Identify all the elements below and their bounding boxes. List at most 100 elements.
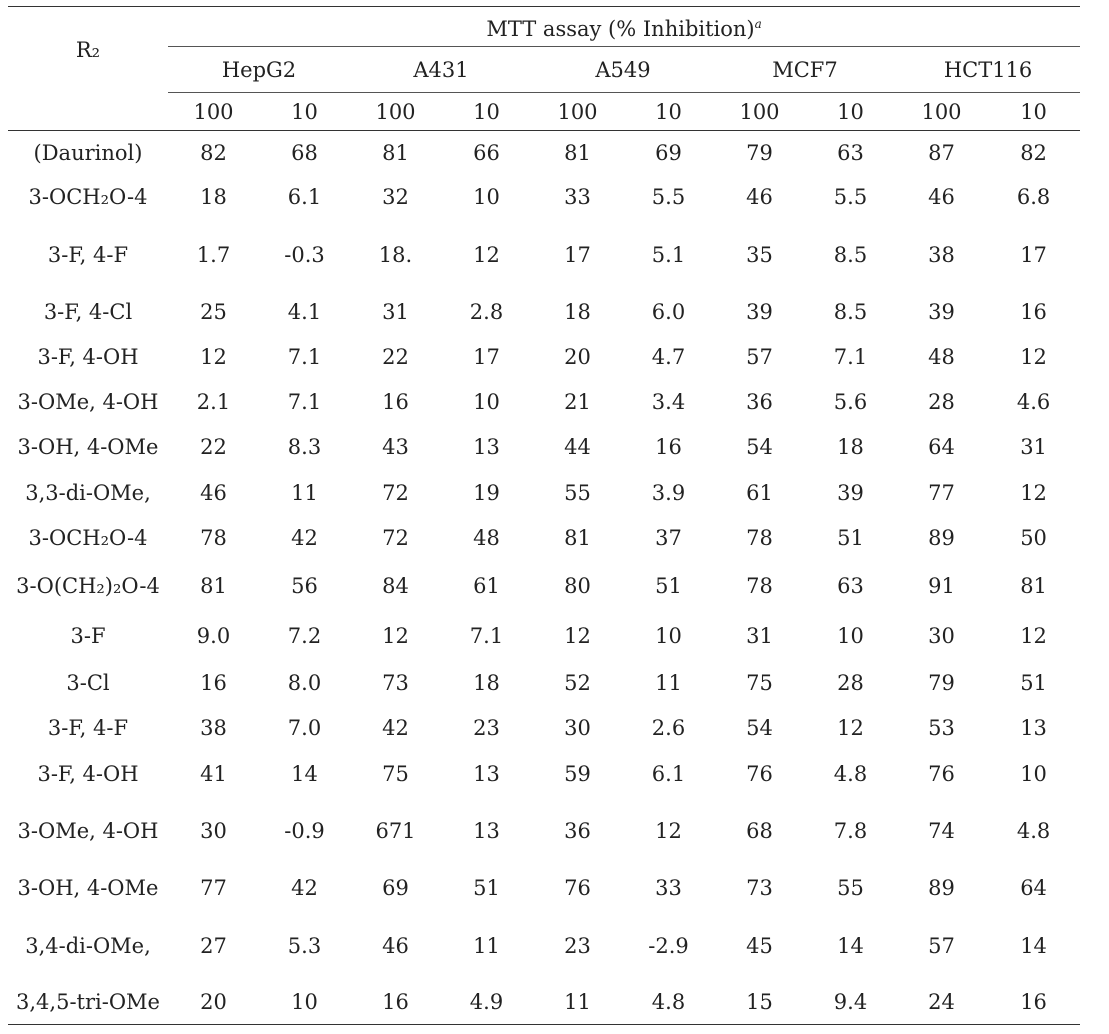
inhibition-value: 42 xyxy=(291,526,318,550)
corner-cell xyxy=(8,92,168,131)
inhibition-value: 12 xyxy=(837,716,864,740)
inhibition-value: 81 xyxy=(564,140,591,165)
inhibition-value: 8.3 xyxy=(287,435,322,459)
inhibition-value: 7.1 xyxy=(833,345,868,369)
inhibition-value: 82 xyxy=(1020,140,1047,165)
inhibition-value: 59 xyxy=(564,761,591,786)
inhibition-value: 30 xyxy=(200,818,227,843)
inhibition-value: 16 xyxy=(987,980,1081,1025)
inhibition-value: 51 xyxy=(473,875,500,900)
inhibition-value: 13 xyxy=(473,761,500,786)
table-row: 3-F, 4-OH 12 7.1 22 17 20 4.7 57 7.1 48 12 xyxy=(8,335,1080,380)
substituent-label: 3-O(CH₂)₂O-4 xyxy=(16,573,160,598)
table-row: 3-OCH₂O-4 78 42 72 48 81 37 78 51 89 50 xyxy=(8,516,1080,561)
inhibition-value: 12 xyxy=(1020,623,1047,648)
inhibition-value: 3.4 xyxy=(651,390,686,414)
inhibition-value: 13 xyxy=(473,435,500,459)
inhibition-value: 76 xyxy=(564,875,591,900)
inhibition-value: 69 xyxy=(655,140,682,165)
concentration-header: 100 xyxy=(350,92,441,131)
inhibition-value: 12 xyxy=(564,623,591,648)
concentration-header: 10 xyxy=(987,92,1081,131)
inhibition-value: 16 xyxy=(655,435,682,459)
inhibition-value: 12 xyxy=(655,818,682,843)
inhibition-value: 6.1 xyxy=(287,185,322,209)
concentration-header: 100 xyxy=(532,92,623,131)
inhibition-value: 4.7 xyxy=(651,345,686,369)
inhibition-value: 4.8 xyxy=(1016,818,1051,843)
inhibition-value: 10 xyxy=(473,185,500,209)
inhibition-value: 33 xyxy=(564,185,591,209)
inhibition-value: 27 xyxy=(200,933,227,958)
inhibition-value: 6.1 xyxy=(651,761,686,786)
inhibition-value: 74 xyxy=(928,818,955,843)
inhibition-value: 39 xyxy=(837,480,864,505)
inhibition-value: 69 xyxy=(382,875,409,900)
inhibition-value: 6.8 xyxy=(1016,185,1051,209)
inhibition-value: 31 xyxy=(382,300,409,324)
inhibition-value: 10 xyxy=(1020,761,1047,786)
inhibition-value: 23 xyxy=(473,716,500,740)
inhibition-value: 81 xyxy=(1020,573,1047,598)
substituent-label: 3-OMe, 4-OH xyxy=(17,390,159,414)
substituent-label: 3,4-di-OMe, xyxy=(25,933,151,958)
inhibition-value: 78 xyxy=(200,526,227,550)
inhibition-value: 77 xyxy=(200,875,227,900)
inhibition-value: 81 xyxy=(200,573,227,598)
inhibition-value: 10 xyxy=(259,980,350,1025)
inhibition-value: 10 xyxy=(837,623,864,648)
substituent-label: 3-OMe, 4-OH xyxy=(17,818,159,843)
inhibition-value: 66 xyxy=(473,140,500,165)
inhibition-value: 19 xyxy=(473,480,500,505)
inhibition-value: 22 xyxy=(200,435,227,459)
inhibition-value: 57 xyxy=(746,345,773,369)
mtt-assay-table: R₂ MTT assay (% Inhibition)a HepG2 A431 … xyxy=(8,6,1081,1025)
inhibition-value: 37 xyxy=(655,526,682,550)
inhibition-value: 18. xyxy=(378,242,413,267)
inhibition-value: 56 xyxy=(291,573,318,598)
inhibition-value: 13 xyxy=(473,818,500,843)
inhibition-value: 48 xyxy=(928,345,955,369)
inhibition-value: 7.1 xyxy=(287,345,322,369)
inhibition-value: 16 xyxy=(200,671,227,695)
inhibition-value: 51 xyxy=(837,526,864,550)
inhibition-value: 12 xyxy=(200,345,227,369)
inhibition-value: 10 xyxy=(655,623,682,648)
inhibition-value: 33 xyxy=(655,875,682,900)
cell-line-header: HCT116 xyxy=(896,46,1081,93)
concentration-header: 10 xyxy=(805,92,896,131)
inhibition-value: 14 xyxy=(1020,933,1047,958)
inhibition-value: 80 xyxy=(564,573,591,598)
inhibition-value: 7.1 xyxy=(469,623,504,648)
inhibition-value: -0.9 xyxy=(284,818,325,843)
inhibition-value: 11 xyxy=(655,671,682,695)
inhibition-value: 36 xyxy=(564,818,591,843)
inhibition-value: 18 xyxy=(473,671,500,695)
cell-line-header: A549 xyxy=(532,46,714,93)
concentration-header: 100 xyxy=(714,92,805,131)
inhibition-value: 6.0 xyxy=(651,300,686,324)
inhibition-value: 14 xyxy=(291,761,318,786)
inhibition-value: 54 xyxy=(746,435,773,459)
inhibition-value: 61 xyxy=(746,480,773,505)
inhibition-value: 9.0 xyxy=(196,623,231,648)
table-row: 3-O(CH₂)₂O-4 81 56 84 61 80 51 78 63 91 81 xyxy=(8,561,1080,611)
inhibition-value: 9.4 xyxy=(805,980,896,1025)
inhibition-value: 68 xyxy=(291,140,318,165)
inhibition-value: 44 xyxy=(564,435,591,459)
inhibition-value: 76 xyxy=(928,761,955,786)
inhibition-value: -0.3 xyxy=(284,242,325,267)
inhibition-value: 46 xyxy=(928,185,955,209)
inhibition-value: 24 xyxy=(896,980,987,1025)
inhibition-value: 36 xyxy=(746,390,773,414)
inhibition-value: 63 xyxy=(837,140,864,165)
substituent-label: 3-OH, 4-OMe xyxy=(17,435,159,459)
inhibition-value: 75 xyxy=(746,671,773,695)
inhibition-value: 79 xyxy=(746,140,773,165)
inhibition-value: 89 xyxy=(928,875,955,900)
substituent-label: 3-F, 4-Cl xyxy=(43,300,133,324)
inhibition-value: 11 xyxy=(473,933,500,958)
inhibition-value: 73 xyxy=(382,671,409,695)
concentration-header: 100 xyxy=(896,92,987,131)
inhibition-value: 7.0 xyxy=(287,716,322,740)
